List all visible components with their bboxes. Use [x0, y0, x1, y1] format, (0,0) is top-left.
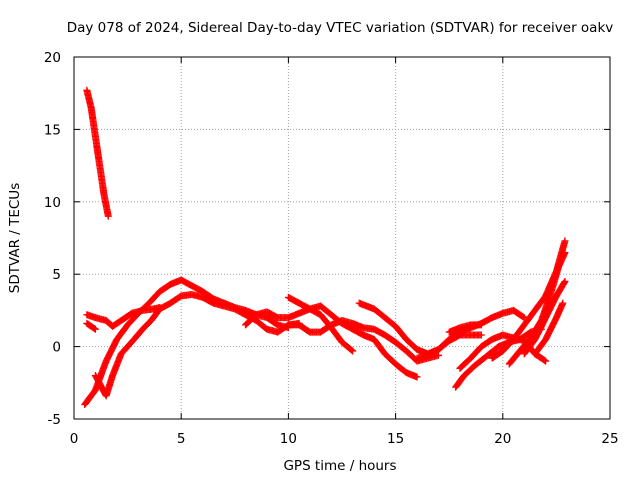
y-tick-label: 15 — [44, 122, 61, 138]
series-track-2 — [81, 276, 292, 409]
series-track-6 — [242, 302, 421, 381]
data-point — [561, 237, 569, 245]
data-point — [561, 248, 569, 256]
series-track-5 — [83, 319, 99, 333]
data-point — [559, 299, 567, 307]
data-point — [542, 357, 550, 365]
series-track-1 — [83, 86, 112, 220]
axis-ticks: 0 5 10 15 20 25 -5 0 5 10 15 20 — [44, 50, 619, 447]
series-track-12 — [445, 321, 485, 336]
plot-area — [81, 86, 569, 409]
series-track-10 — [413, 306, 528, 362]
data-point — [156, 304, 164, 312]
x-tick-label: 15 — [387, 431, 404, 447]
x-tick-label: 25 — [601, 431, 618, 447]
y-tick-label: 0 — [52, 340, 61, 356]
data-point — [413, 373, 421, 381]
data-point — [90, 325, 98, 332]
data-point — [560, 279, 568, 287]
data-point — [349, 347, 357, 355]
y-tick-label: 10 — [44, 195, 61, 211]
series-track-4 — [83, 304, 164, 330]
data-point — [519, 313, 527, 321]
x-tick-label: 20 — [494, 431, 511, 447]
y-tick-label: -5 — [48, 412, 61, 428]
x-tick-label: 0 — [70, 431, 79, 447]
y-tick-label: 20 — [44, 50, 61, 66]
chart-title: Day 078 of 2024, Sidereal Day-to-day VTE… — [67, 20, 614, 36]
data-point — [561, 277, 569, 285]
series-track-17 — [531, 299, 567, 358]
series-track-16 — [520, 277, 569, 358]
x-axis-label: GPS time / hours — [283, 458, 396, 474]
x-tick-label: 5 — [177, 431, 186, 447]
data-point — [541, 356, 549, 364]
data-point — [477, 331, 485, 339]
y-tick-label: 5 — [52, 267, 61, 283]
series-track-15 — [505, 248, 569, 368]
x-tick-label: 10 — [280, 431, 297, 447]
data-point — [91, 325, 99, 333]
grid — [74, 57, 610, 419]
data-point — [477, 321, 485, 329]
y-axis-label: SDTVAR / TECUs — [7, 183, 23, 293]
data-point — [104, 212, 112, 220]
plot-frame — [73, 56, 611, 420]
data-point — [348, 346, 356, 354]
